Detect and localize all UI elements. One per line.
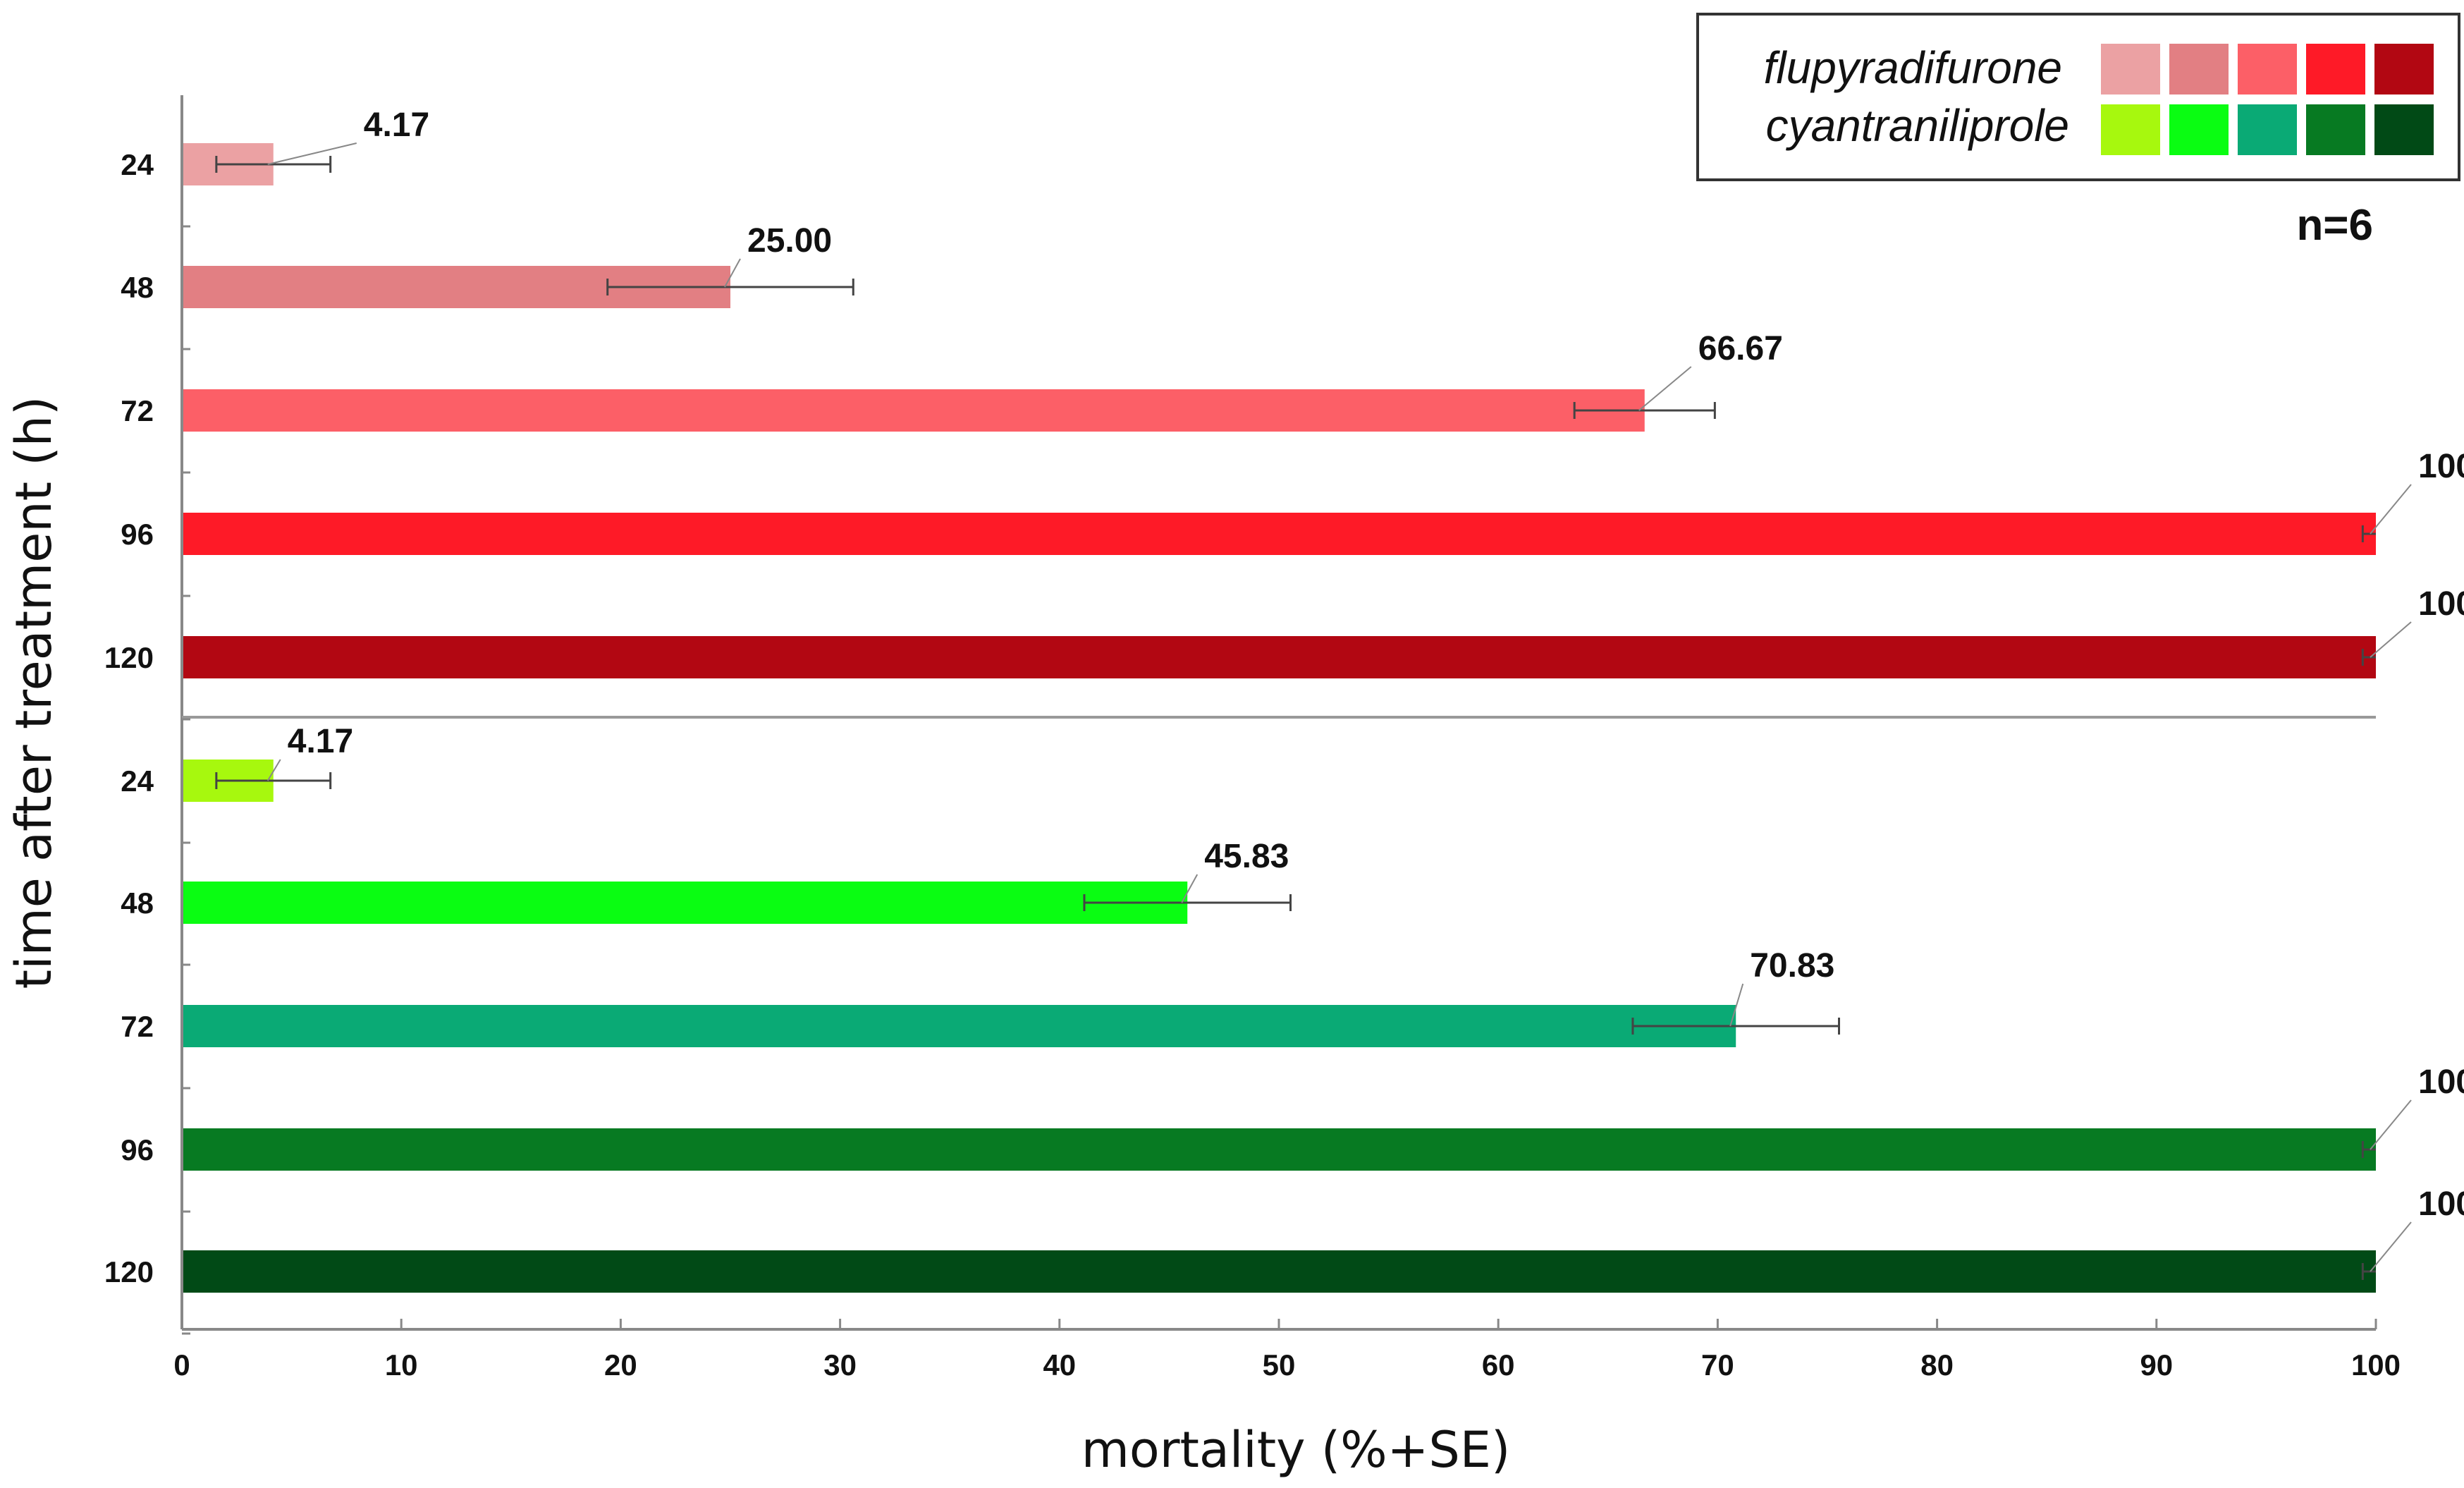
bar-cyantraniliprole-72 <box>182 1005 1736 1047</box>
bar-cyantraniliprole-96 <box>182 1128 2376 1171</box>
y-axis-title: time after treatment (h) <box>5 396 63 989</box>
value-leader-cyantraniliprole-72 <box>1729 983 1744 1027</box>
x-tick-label-100: 100 <box>2351 1348 2401 1382</box>
legend-swatch-flupyradifurone-2 <box>2169 44 2229 94</box>
legend-swatch-cyantraniliprole-3 <box>2238 104 2297 155</box>
x-tick-label-50: 50 <box>1263 1348 1296 1382</box>
value-leader-cyantraniliprole-24 <box>266 759 281 781</box>
legend-swatch-cyantraniliprole-2 <box>2169 104 2229 155</box>
value-leader-flupyradifurone-120 <box>2370 621 2412 658</box>
x-tick-label-30: 30 <box>823 1348 857 1382</box>
legend-swatch-cyantraniliprole-4 <box>2306 104 2365 155</box>
x-axis-title: mortality (%+SE) <box>1081 1421 1511 1479</box>
value-label-cyantraniliprole-96: 100 <box>2418 1063 2464 1101</box>
legend-swatches <box>2101 44 2434 155</box>
y-tick-label-cyantraniliprole-120: 120 <box>104 1255 154 1288</box>
x-tick-label-20: 20 <box>604 1348 637 1382</box>
value-leader-flupyradifurone-48 <box>724 258 741 288</box>
y-tick-label-flupyradifurone-96: 96 <box>121 518 154 551</box>
value-label-cyantraniliprole-24: 4.17 <box>288 723 353 760</box>
y-tick-label-flupyradifurone-72: 72 <box>121 394 154 427</box>
x-tick-label-70: 70 <box>1701 1348 1734 1382</box>
x-tick-label-90: 90 <box>2140 1348 2173 1382</box>
value-label-flupyradifurone-24: 4.17 <box>364 106 429 144</box>
x-tick-label-60: 60 <box>1482 1348 1515 1382</box>
y-tick-label-cyantraniliprole-24: 24 <box>121 764 154 798</box>
value-leader-flupyradifurone-96 <box>2370 484 2412 535</box>
sample-size-annotation: n=6 <box>2296 201 2373 250</box>
legend-swatch-flupyradifurone-1 <box>2101 44 2160 94</box>
legend-label-flupyradifurone: flupyradifurone <box>1764 42 2062 93</box>
bar-cyantraniliprole-120 <box>182 1250 2376 1293</box>
value-leader-cyantraniliprole-120 <box>2370 1221 2412 1272</box>
legend-swatch-cyantraniliprole-5 <box>2374 104 2434 155</box>
value-leader-cyantraniliprole-48 <box>1181 874 1199 903</box>
bar-flupyradifurone-96 <box>182 513 2376 555</box>
value-label-flupyradifurone-96: 100 <box>2418 448 2464 485</box>
value-label-cyantraniliprole-48: 45.83 <box>1204 838 1289 875</box>
value-label-cyantraniliprole-72: 70.83 <box>1750 947 1834 984</box>
legend-label-cyantraniliprole: cyantraniliprole <box>1766 100 2069 151</box>
y-tick-label-flupyradifurone-120: 120 <box>104 641 154 674</box>
legend-swatch-flupyradifurone-4 <box>2306 44 2365 94</box>
x-tick-label-10: 10 <box>385 1348 418 1382</box>
ticks-layer <box>180 225 2377 1335</box>
x-tick-label-0: 0 <box>173 1348 190 1382</box>
y-tick-label-cyantraniliprole-72: 72 <box>121 1010 154 1043</box>
y-tick-label-flupyradifurone-24: 24 <box>121 148 154 181</box>
legend-swatch-flupyradifurone-5 <box>2374 44 2434 94</box>
legend-swatch-cyantraniliprole-1 <box>2101 104 2160 155</box>
value-label-flupyradifurone-72: 66.67 <box>1698 330 1783 367</box>
value-label-flupyradifurone-120: 100 <box>2418 585 2464 623</box>
x-tick-label-80: 80 <box>1920 1348 1954 1382</box>
value-leader-flupyradifurone-72 <box>1638 366 1692 411</box>
y-tick-label-cyantraniliprole-96: 96 <box>121 1133 154 1166</box>
value-leader-cyantraniliprole-96 <box>2370 1099 2412 1150</box>
y-tick-label-cyantraniliprole-48: 48 <box>121 886 154 920</box>
bars-layer <box>182 143 2376 1293</box>
labels-layer: 244.174825.007266.6796100120100244.17484… <box>104 106 2464 1382</box>
legend-swatch-flupyradifurone-3 <box>2238 44 2297 94</box>
bar-flupyradifurone-72 <box>182 389 1645 432</box>
value-leader-flupyradifurone-24 <box>267 142 357 165</box>
value-label-flupyradifurone-48: 25.00 <box>747 222 832 260</box>
x-tick-label-40: 40 <box>1043 1348 1076 1382</box>
legend: flupyradifurone cyantraniliprole <box>1696 13 2460 181</box>
value-label-cyantraniliprole-120: 100 <box>2418 1185 2464 1223</box>
bar-flupyradifurone-120 <box>182 636 2376 678</box>
y-tick-label-flupyradifurone-48: 48 <box>121 271 154 304</box>
bar-cyantraniliprole-48 <box>182 882 1188 924</box>
